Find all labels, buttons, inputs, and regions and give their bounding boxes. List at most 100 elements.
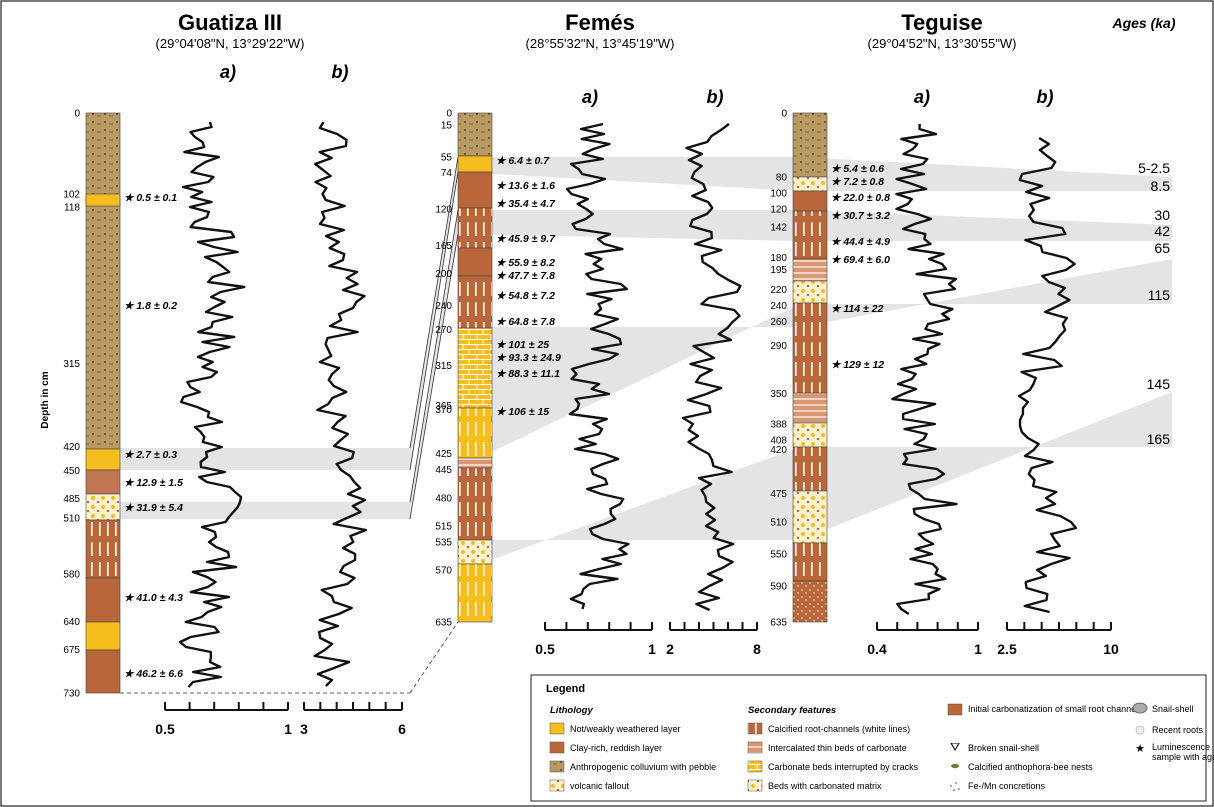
luminescence-age: ★ 46.2 ± 6.6 — [124, 668, 183, 680]
depth-tick-label: 350 — [770, 389, 787, 400]
luminescence-age: ★ 0.5 ± 0.1 — [124, 192, 177, 204]
depth-tick-label: 510 — [63, 514, 80, 525]
layer-roots — [792, 446, 828, 492]
layer-roots — [792, 210, 828, 260]
layer-carbonated — [792, 490, 828, 544]
depth-tick-label: 425 — [435, 449, 452, 460]
ages-guatiza: ★ 0.5 ± 0.1 ★ 1.8 ± 0.2 ★ 2.7 ± 0.3 ★ 12.9 … — [124, 192, 183, 680]
legend-swatch-colluvium — [549, 760, 565, 773]
depth-tick-label: 635 — [770, 618, 787, 629]
layer-colluvium — [85, 112, 121, 450]
panel-b-label: b) — [707, 87, 724, 107]
depth-tick-label: 510 — [770, 517, 787, 528]
luminescence-age: ★ 41.0 ± 4.3 — [124, 592, 183, 604]
age-label: 8.5 — [1151, 178, 1171, 194]
depth-tick-label: 195 — [770, 265, 787, 276]
depth-tick-label: 580 — [63, 569, 80, 580]
depth-tick-label: 475 — [770, 489, 787, 500]
layer-brown — [457, 247, 493, 277]
age-label: 65 — [1154, 240, 1170, 256]
layer-roots — [457, 275, 493, 329]
depth-tick-label: 15 — [441, 121, 453, 132]
star-icon: ★ — [1135, 743, 1145, 755]
depth-tick-label: 420 — [63, 442, 80, 453]
depth-tick-label: 730 — [63, 689, 80, 700]
luminescence-age: ★ 2.7 ± 0.3 — [124, 449, 177, 461]
layer-brown — [792, 190, 828, 212]
layer-roots — [457, 207, 493, 249]
legend-lithology-label: Clay-rich, reddish layer — [570, 743, 662, 753]
luminescence-age: ★ 54.8 ± 7.2 — [496, 290, 555, 302]
luminescence-age: ★ 88.3 ± 11.1 — [496, 368, 560, 380]
luminescence-age: ★ 5.4 ± 0.6 — [831, 163, 884, 175]
luminescence-age: ★ 129 ± 12 — [831, 359, 884, 371]
femes-column — [457, 112, 493, 623]
panel-b-label: b) — [332, 62, 349, 82]
luminescence-age: ★ 47.7 ± 7.8 — [496, 270, 555, 282]
depth-tick-label: 220 — [770, 285, 787, 296]
legend-secondary-label: Beds with carbonated matrix — [768, 781, 882, 791]
legend-swatch-yellow — [549, 722, 565, 735]
layer-carbonate-beds — [457, 327, 493, 409]
legend-swatch-brown — [549, 741, 565, 754]
ages-femes: ★ 6.4 ± 0.7 ★ 13.6 ± 1.6 ★ 35.4 ± 4.7 ★ 45.… — [496, 155, 561, 418]
scale-axis-min: 0.5 — [155, 721, 175, 737]
legend-swatch-volcanic — [549, 779, 565, 792]
depth-tick-label: 485 — [63, 494, 80, 505]
layer-roots — [457, 467, 493, 541]
proxy-curve — [681, 123, 742, 612]
panel-b-label: b) — [1037, 87, 1054, 107]
legend-third-label: Fe-/Mn concretions — [968, 781, 1046, 791]
depth-tick-label: 515 — [435, 521, 452, 532]
section-coords-femes: (28°55'32"N, 13°45'19"W) — [526, 36, 675, 51]
panel-a-label: a) — [220, 62, 236, 82]
depth-tick-label: 590 — [770, 581, 787, 592]
luminescence-age: ★ 44.4 ± 4.9 — [831, 236, 890, 248]
luminescence-age: ★ 101 ± 25 — [496, 339, 549, 351]
depth-tick-label: 450 — [63, 466, 80, 477]
section-title-guatiza: Guatiza III — [178, 10, 282, 35]
layer-yellow — [792, 280, 828, 304]
depth-tick-label: 0 — [781, 109, 787, 120]
depth-tick-label: 80 — [776, 173, 788, 184]
proxy-curve — [565, 122, 630, 610]
layer-brown — [457, 171, 493, 209]
concretion-icon — [950, 782, 960, 791]
depth-tick-label: 118 — [64, 202, 80, 213]
depth-tick-label: 365 — [435, 401, 452, 412]
luminescence-age: ★ 93.3 ± 24.9 — [496, 352, 561, 364]
legend-secondary-label: Calcified root-channels (white lines) — [768, 724, 910, 734]
layer-thin — [457, 457, 493, 469]
legend-swatch-bricks — [747, 760, 763, 773]
layer-yellow — [85, 193, 121, 207]
band-3 — [458, 259, 1172, 468]
luminescence-age: ★ 12.9 ± 1.5 — [124, 477, 183, 489]
legend-lithology-label: Not/weakly weathered layer — [570, 724, 681, 734]
depth-tick-label: 74 — [441, 168, 453, 179]
layer-brown — [85, 649, 121, 694]
band-2 — [120, 210, 1172, 519]
correlation-line — [409, 156, 459, 449]
proxy-curve — [891, 123, 958, 616]
layer-colluvium — [792, 112, 828, 178]
luminescence-age: ★ 6.4 ± 0.7 — [496, 155, 550, 167]
age-label: 145 — [1147, 376, 1171, 392]
depth-tick-label: 408 — [770, 436, 787, 447]
layer-brown — [85, 577, 121, 623]
scale-axis-min: 2.5 — [997, 641, 1017, 657]
depth-tick-label: 120 — [435, 205, 452, 216]
snail-shell-icon — [1132, 702, 1148, 714]
layer-roots — [792, 302, 828, 394]
depth-tick-label: 290 — [770, 341, 787, 352]
depth-tick-label: 0 — [74, 109, 80, 120]
scale-axis-min: 2 — [666, 641, 674, 657]
legend-lithology-label: Anthropogenic colluvium with pebble — [570, 762, 716, 772]
depth-tick-label: 570 — [435, 565, 452, 576]
depth-tick-label: 270 — [435, 325, 452, 336]
correlation-line — [409, 171, 459, 471]
snail-broken-icon: ⛛ — [950, 740, 960, 754]
depth-labels-teguise: 0801001201421801952202402602903503884084… — [770, 109, 787, 629]
